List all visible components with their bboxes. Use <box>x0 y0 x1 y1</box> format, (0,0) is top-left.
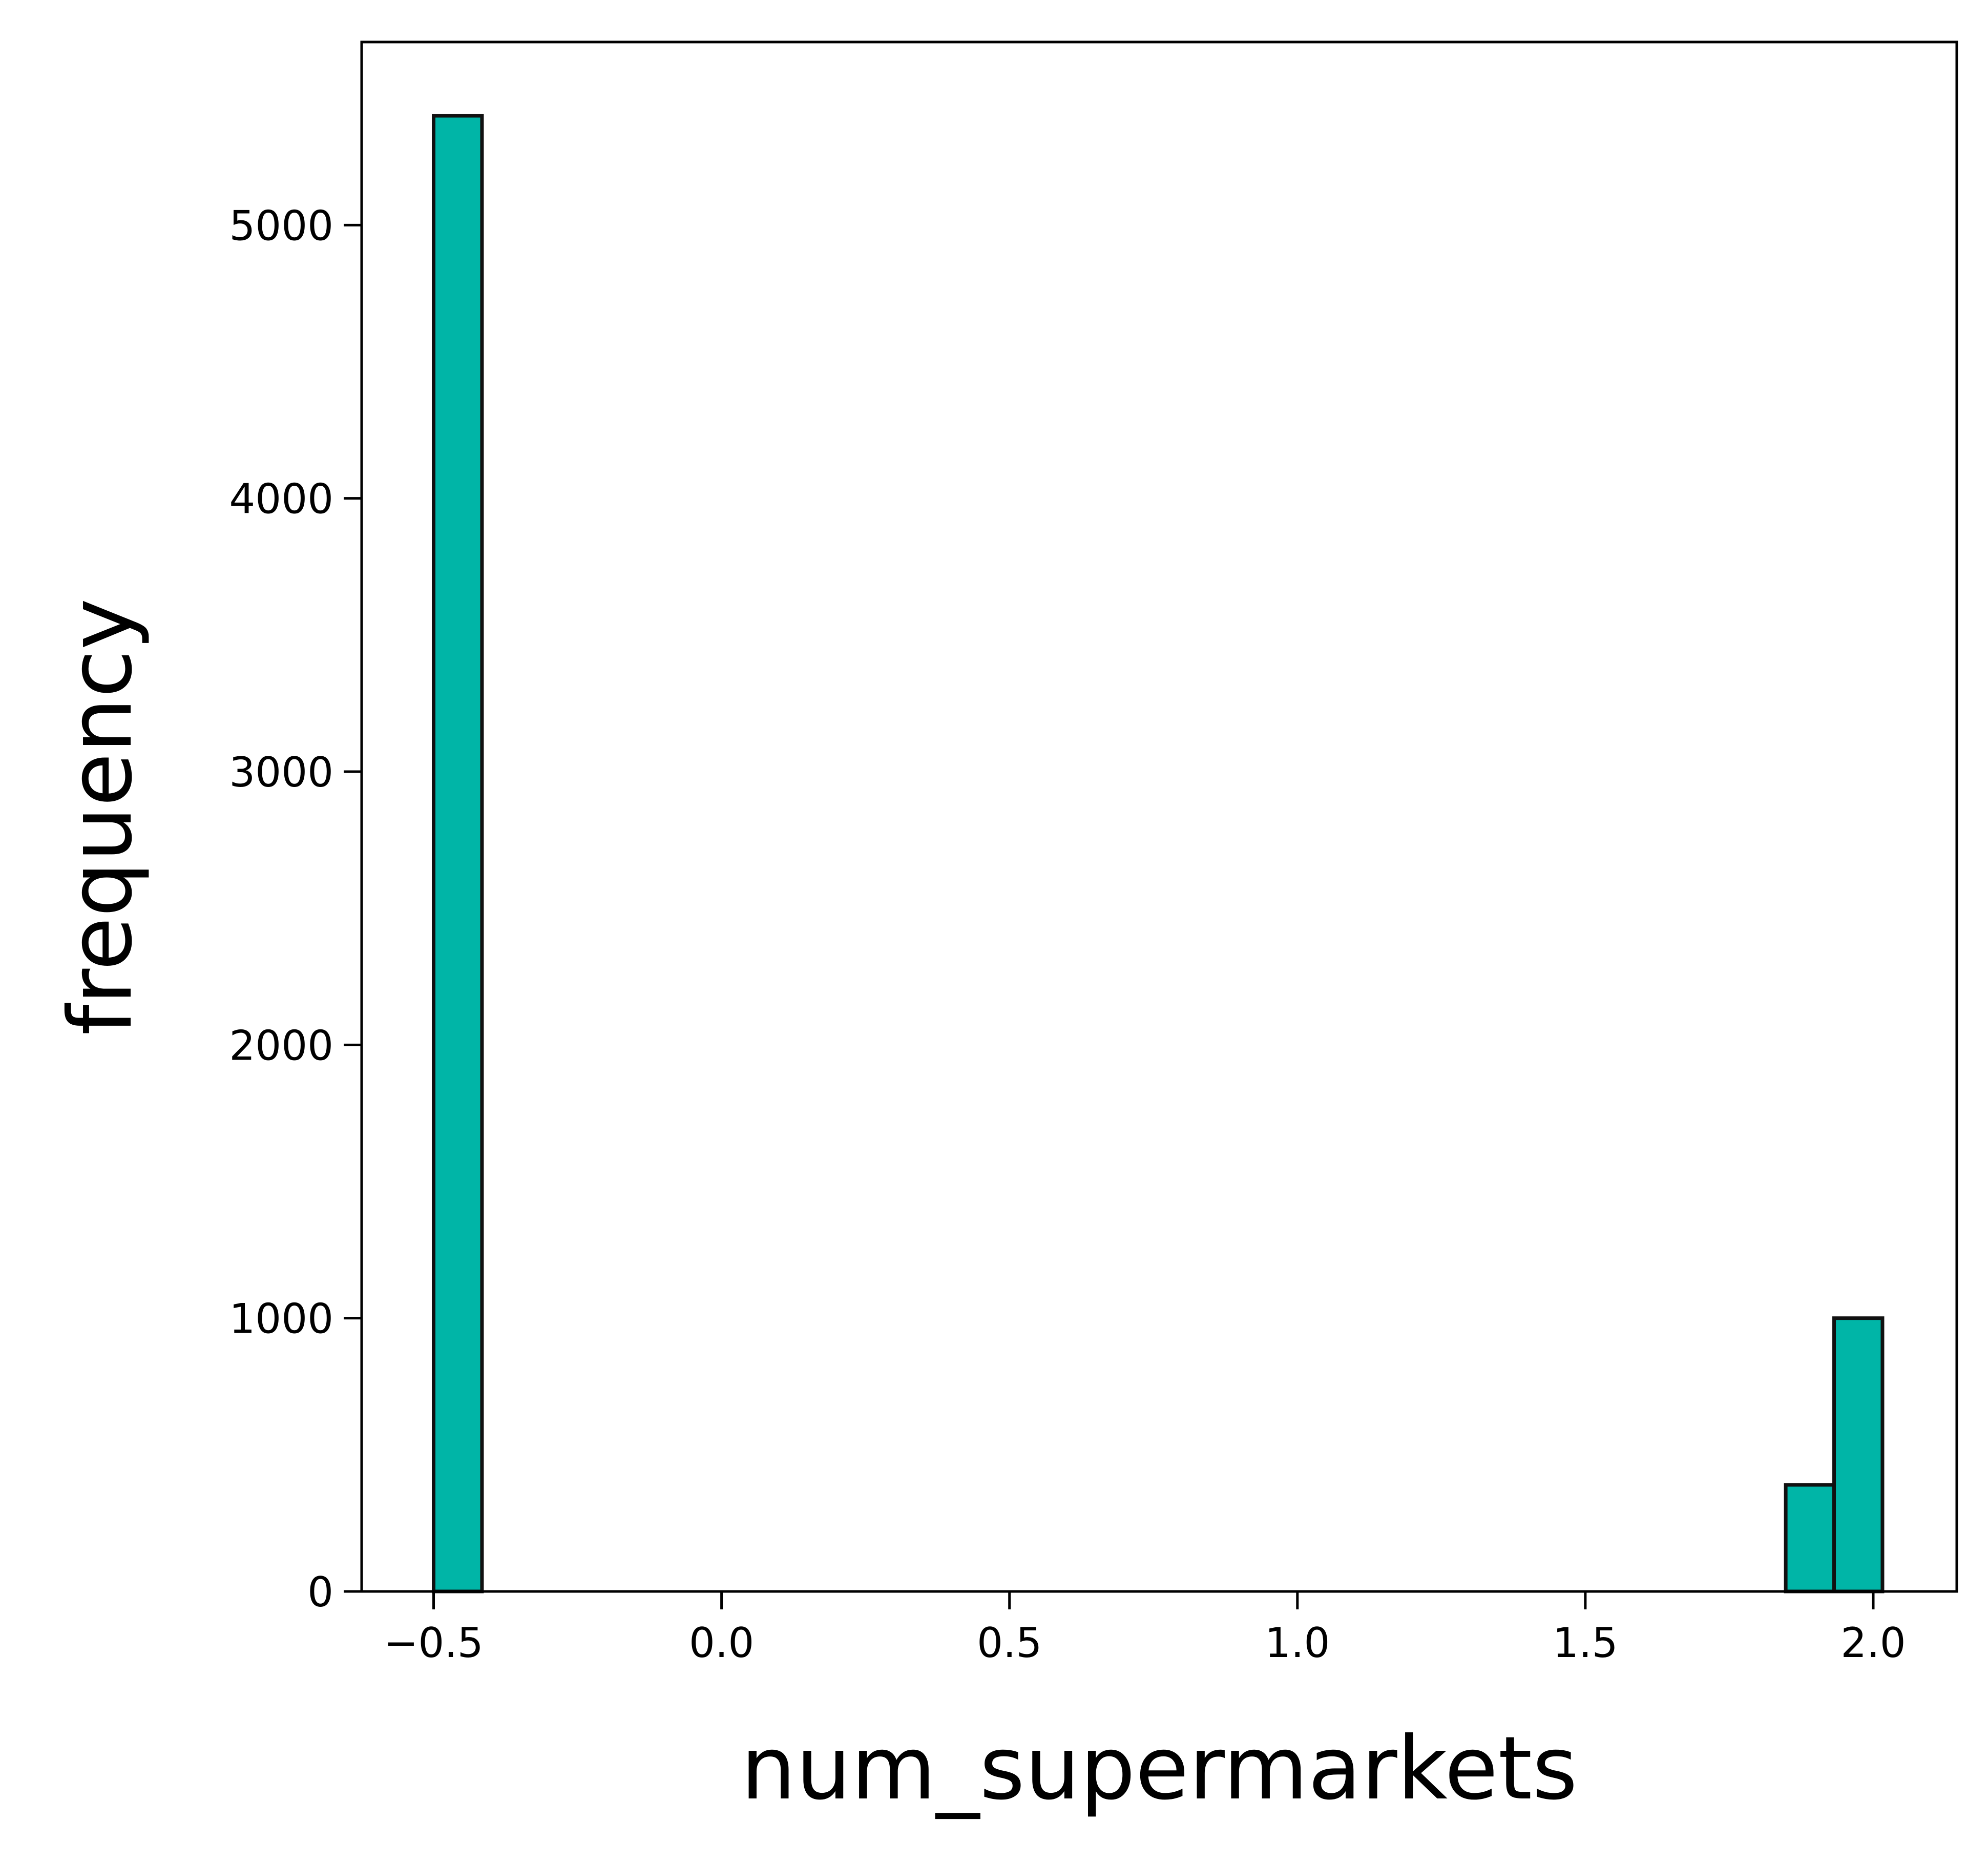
y-tick-label-5: 5000 <box>229 202 333 250</box>
x-tick-label-1: 0.0 <box>689 1619 754 1667</box>
x-tick-label-4: 1.5 <box>1553 1619 1618 1667</box>
histogram-bar-0 <box>432 114 484 1593</box>
y-axis-title: frequency <box>50 598 152 1036</box>
y-tick-label-1: 1000 <box>229 1295 333 1343</box>
y-tick-label-2: 2000 <box>229 1022 333 1069</box>
bars-layer <box>432 114 1885 1593</box>
plot-frame <box>360 40 1958 1593</box>
x-axis-title: num_supermarkets <box>741 1718 1578 1819</box>
y-tick-label-3: 3000 <box>229 749 333 796</box>
y-axis: 0 1000 2000 3000 4000 5000 <box>229 202 362 1616</box>
x-tick-label-2: 0.5 <box>977 1619 1042 1667</box>
y-tick-label-0: 0 <box>307 1568 333 1616</box>
x-tick-label-0: −0.5 <box>384 1619 483 1667</box>
y-tick-label-4: 4000 <box>229 475 333 523</box>
histogram-bar-2 <box>1832 1316 1885 1593</box>
x-axis: −0.5 0.0 0.5 1.0 1.5 2.0 <box>384 1591 1906 1667</box>
x-tick-label-5: 2.0 <box>1840 1619 1906 1667</box>
histogram-bar-1 <box>1784 1483 1836 1593</box>
x-tick-label-3: 1.0 <box>1265 1619 1330 1667</box>
